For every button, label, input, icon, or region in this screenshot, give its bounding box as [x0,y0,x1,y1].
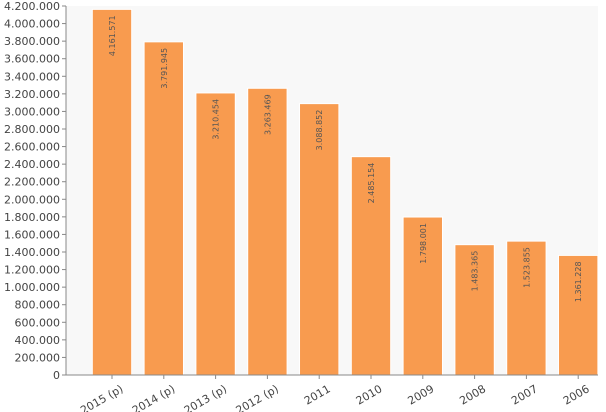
data-label: 4.161.571 [108,15,117,56]
bar-2012p [247,87,288,376]
data-label: 3.791.945 [160,48,169,89]
y-tick-label: 2.400.000 [4,158,60,171]
bar-2006 [558,254,599,376]
x-axis: 2015 (p) 2014 (p) 2013 (p) 2012 (p) 2011 2010… [66,374,598,412]
x-tick-label: 2015 (p) [78,382,125,412]
y-tick-label: 1.000.000 [4,281,60,294]
data-labels: 4.161.571 3.791.945 3.210.454 3.263.469 3.08… [108,15,583,302]
x-tick-label: 2012 (p) [234,382,281,412]
y-tick-label: 800.000 [15,299,61,312]
data-label: 1.361.228 [574,261,583,302]
x-tick-label: 2009 [406,382,437,407]
y-tick-label: 1.400.000 [4,246,60,259]
y-tick-label: 1.200.000 [4,264,60,277]
x-tick-label: 2014 (p) [130,382,177,412]
data-label: 1.523.855 [522,247,531,288]
y-tick-label: 2.200.000 [4,176,60,189]
y-tick-label: 3.800.000 [4,35,60,48]
y-tick-label: 1.600.000 [4,228,60,241]
bar-2010 [350,156,392,376]
y-tick-label: 3.000.000 [4,105,60,118]
x-tick-label: 2010 [354,382,385,407]
y-axis: 0 200.000 400.000 600.000 800.000 1.000.000 1.… [4,0,67,382]
x-tick-label: 2008 [457,382,488,407]
data-label: 2.485.154 [367,163,376,204]
bar-2011 [299,103,340,376]
bar-2008 [454,244,495,376]
data-label: 3.088.852 [315,110,324,151]
y-tick-label: 3.400.000 [4,70,60,83]
y-tick-label: 2.000.000 [4,193,60,206]
y-tick-label: 2.800.000 [4,123,60,136]
x-tick-label: 2007 [509,382,540,407]
bar-2014p [143,41,184,376]
y-tick-label: 2.600.000 [4,141,60,154]
y-tick-label: 400.000 [15,334,61,347]
y-tick-label: 4.000.000 [4,18,60,31]
y-tick-label: 0 [53,369,60,382]
x-tick-label: 2006 [561,382,592,407]
data-label: 3.210.454 [212,99,221,140]
x-tick-label: 2013 (p) [182,382,229,412]
y-tick-label: 3.600.000 [4,53,60,66]
y-tick-label: 3.200.000 [4,88,60,101]
y-tick-label: 4.200.000 [4,0,60,13]
y-tick-label: 600.000 [15,316,61,329]
x-tick-label: 2011 [302,382,333,407]
y-tick-label: 200.000 [15,351,61,364]
data-label: 1.483.365 [471,251,480,292]
data-label: 1.798.001 [419,223,428,264]
y-tick-label: 1.800.000 [4,211,60,224]
bar-2015p [91,8,133,376]
data-label: 3.263.469 [263,94,272,135]
